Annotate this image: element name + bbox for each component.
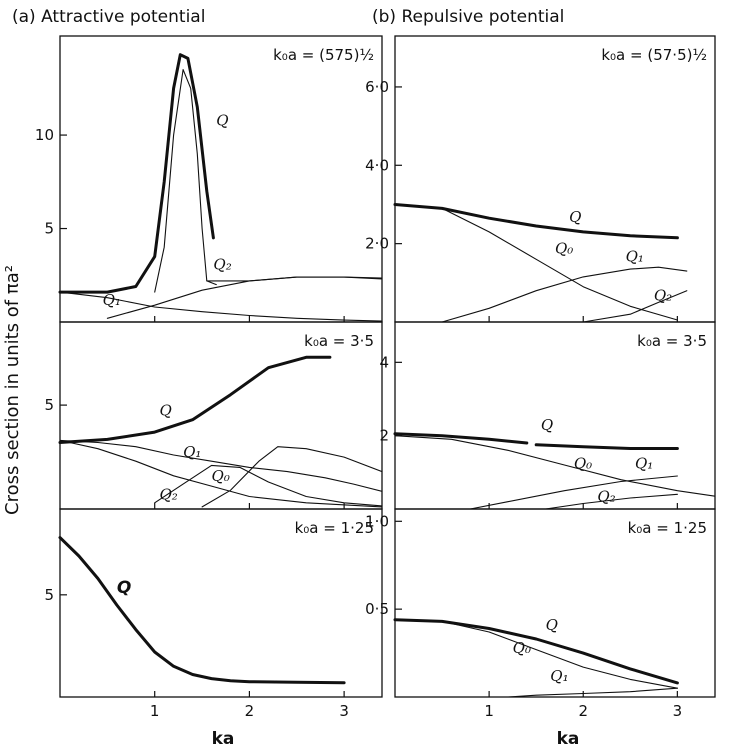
curve-label: Q₁ [183,443,201,461]
series-line-Q₂ [201,446,383,508]
y-tick-label: 2 [379,427,389,445]
x-tick-label: 3 [339,702,349,720]
curve-label: Q₀ [513,639,531,657]
series-line-curve-4 [206,276,383,282]
series-line-Q [58,536,346,685]
y-tick-label: 6·0 [365,78,389,96]
series-line-Q [393,432,529,445]
param-label: k₀a = (575)½ [273,46,374,64]
y-tick-label: 5 [44,396,54,414]
panel-b1: 2·0 4·0 6·0 k₀a = (57·5)½ Q Q₀ Q₁ Q₂ [365,35,716,323]
curve-label: Q₁ [626,247,644,265]
series-line-Q [393,618,679,685]
series-line-Q₂ [106,276,383,319]
panel-frame [394,321,716,510]
series-line-Q₁ [469,475,678,510]
curve-label: Q₁ [103,291,121,309]
series-line-Q₀ [394,435,716,497]
series-line-Q₁ [59,439,383,508]
curve-label: Q₀ [555,239,573,257]
x-tick-label: 2 [578,702,588,720]
y-axis-label: Cross section in units of πa² [2,265,23,515]
curve-label: Q₂ [213,256,231,274]
panel-b3: 0·5 1·0 1 2 3 k₀a = 1·25 Q Q₀ Q₁ [365,508,716,720]
series-line-Q₁ [507,687,678,698]
panel-frame [394,508,716,698]
curve-label: Q [546,616,558,634]
curve-label: Q₂ [159,486,177,504]
series-line-Q₂ [582,290,688,323]
y-tick-label: 10 [35,126,54,144]
x-axis-label-left: ka [212,729,235,748]
series-line-Q₀ [154,464,383,507]
y-tick-label: 1·0 [365,512,389,530]
curve-label: Q [216,112,228,130]
curve-label: Q [569,208,581,226]
series-line-curve-1 [534,443,679,450]
curve-label: Q₀ [574,455,592,473]
panel-a3: 5 1 2 3 k₀a = 1·25 Q [44,508,383,720]
param-label: k₀a = (57·5)½ [601,46,707,64]
title-repulsive: (b) Repulsive potential [372,7,564,27]
series-line-Q [58,53,215,294]
series-line-curve-1 [59,439,383,492]
curve-label: Q₁ [635,455,653,473]
panel-a2: 5 k₀a = 3·5 Q Q₁ Q₀ Q₂ [44,321,383,510]
param-label: k₀a = 3·5 [637,332,707,350]
series-line-Q₁ [441,266,688,323]
panel-b2: 2 4 k₀a = 3·5 Q Q₀ Q₁ Q₂ [379,321,716,510]
curve-label: Q₂ [597,488,615,506]
curve-label: Q₂ [654,286,672,304]
curve-label: Q [117,578,131,598]
curve-label: Q [159,402,171,420]
panel-frame [59,35,383,323]
param-label: k₀a = 1·25 [295,519,374,537]
panel-frame [59,508,383,698]
x-tick-label: 1 [484,702,494,720]
series-line-Q₁ [59,291,383,322]
x-axis-label-right: ka [557,729,580,748]
y-tick-label: 4·0 [365,156,389,174]
curve-label: Q₀ [212,467,230,485]
x-tick-label: 3 [673,702,683,720]
series-line-Q [58,355,332,444]
param-label: k₀a = 3·5 [304,332,374,350]
series-line-curve-1 [154,69,217,293]
series-line-Q₂ [545,493,678,510]
curve-label: Q₁ [550,667,568,685]
y-tick-label: 5 [44,586,54,604]
x-tick-label: 1 [150,702,160,720]
series-line-Q [393,203,679,240]
curve-label: Q [541,416,553,434]
y-tick-label: 5 [44,220,54,238]
param-label: k₀a = 1·25 [628,519,707,537]
x-tick-label: 2 [245,702,255,720]
panel-a1: 5 10 k₀a = (575)½ Q Q₂ Q₁ [35,35,383,323]
y-tick-label: 0·5 [365,600,389,618]
series-line-Q₀ [394,203,678,321]
title-attractive: (a) Attractive potential [12,7,205,27]
series-line-Q₀ [394,619,678,689]
y-tick-label: 4 [379,353,389,371]
y-tick-label: 2·0 [365,235,389,253]
panel-frame [394,35,716,323]
